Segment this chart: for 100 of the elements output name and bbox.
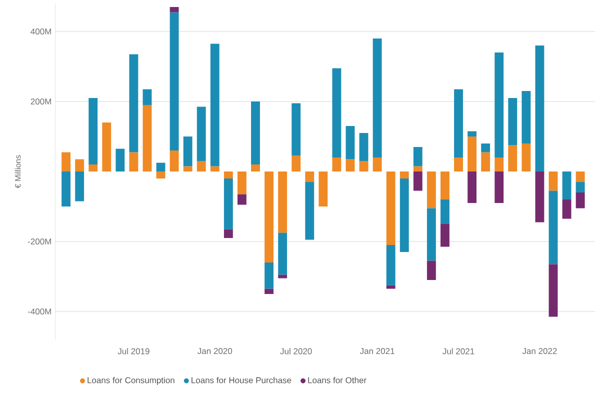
y-axis-title: € Millions <box>14 155 21 188</box>
bar <box>264 288 274 294</box>
bar <box>454 89 463 158</box>
y-tick-label: -200M <box>28 238 51 245</box>
bar <box>264 262 274 289</box>
bar <box>440 172 450 200</box>
bar <box>426 172 436 208</box>
bar <box>359 161 368 172</box>
x-tick-label: Jan 2022 <box>522 348 557 354</box>
bar <box>224 229 233 238</box>
bar <box>142 105 152 172</box>
bar <box>562 200 572 219</box>
bar <box>576 172 585 182</box>
bar <box>292 156 301 172</box>
bar <box>508 98 518 146</box>
bar <box>426 208 436 261</box>
bar <box>468 136 477 172</box>
legend-label: Loans for House Purchase <box>192 376 292 384</box>
bar <box>576 182 585 192</box>
bar <box>535 46 544 172</box>
bar <box>156 172 166 179</box>
bar <box>494 52 504 158</box>
y-tick-label: 400M <box>30 28 51 35</box>
bar <box>318 172 328 207</box>
bar <box>548 190 558 264</box>
bar <box>102 122 112 172</box>
x-tick-label: Jul 2019 <box>118 348 150 354</box>
bar <box>522 91 531 144</box>
bar <box>75 159 84 172</box>
bar <box>183 136 192 166</box>
bar <box>468 131 477 137</box>
bar <box>426 260 436 280</box>
bar <box>346 126 355 160</box>
bar <box>238 194 246 205</box>
x-tick-label: Jan 2021 <box>360 348 394 354</box>
bar <box>251 164 260 172</box>
bar <box>75 172 84 202</box>
bar <box>468 172 477 203</box>
bar <box>292 103 301 156</box>
bar <box>522 144 531 172</box>
bar <box>346 159 355 172</box>
bar <box>129 54 138 152</box>
bar <box>210 166 220 172</box>
bar <box>400 178 409 252</box>
bar <box>238 172 246 194</box>
bar <box>251 102 260 165</box>
legend-label: Loans for Other <box>308 376 366 384</box>
bar <box>196 106 206 161</box>
bar <box>481 144 490 152</box>
y-tick-label: -400M <box>28 308 51 315</box>
bar <box>170 150 179 172</box>
bar <box>305 172 314 182</box>
bar <box>332 158 342 172</box>
x-tick-label: Jul 2020 <box>280 348 312 354</box>
bar <box>413 147 422 166</box>
x-tick-label: Jul 2021 <box>442 348 474 354</box>
bar <box>508 145 518 172</box>
bar <box>129 152 138 172</box>
bar <box>454 158 463 172</box>
bar <box>88 98 98 165</box>
bar <box>372 38 382 158</box>
bar <box>156 162 166 172</box>
bar <box>332 68 342 158</box>
bar <box>386 245 396 286</box>
bar <box>440 224 450 247</box>
bar <box>494 158 504 172</box>
bar <box>413 166 422 172</box>
bar <box>548 264 558 317</box>
bar <box>481 152 490 172</box>
bar <box>576 192 585 208</box>
bar <box>359 133 368 161</box>
bar <box>386 172 396 245</box>
bar <box>116 148 125 172</box>
bar <box>196 161 206 172</box>
bar <box>62 172 70 207</box>
bar <box>278 232 288 275</box>
bar <box>183 166 192 172</box>
bar <box>278 274 288 278</box>
bar <box>278 172 288 233</box>
legend-label: Loans for Consumption <box>88 376 174 385</box>
bar <box>142 89 152 106</box>
bar <box>170 12 179 151</box>
bar <box>372 158 382 172</box>
bar <box>535 172 544 222</box>
bar <box>400 172 409 179</box>
bar <box>210 44 220 166</box>
y-tick-label: 200M <box>30 98 51 105</box>
bar <box>413 172 422 191</box>
bar <box>562 172 572 200</box>
bar <box>264 172 274 262</box>
bar <box>88 164 98 172</box>
bar <box>224 172 233 179</box>
bar <box>494 172 504 203</box>
bar <box>170 7 179 12</box>
bar <box>440 200 450 224</box>
bar <box>386 285 396 289</box>
x-tick-label: Jan 2020 <box>198 348 232 354</box>
bar <box>548 172 558 191</box>
bar <box>224 178 233 230</box>
bar <box>62 152 70 172</box>
